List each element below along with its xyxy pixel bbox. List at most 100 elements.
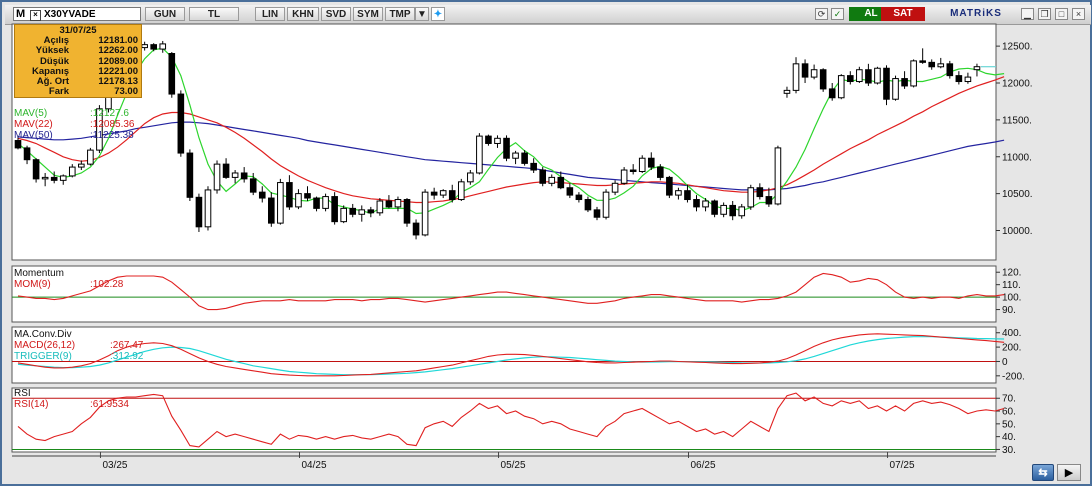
candle-body xyxy=(213,163,221,191)
legend-mom: MOM(9) :102.28 xyxy=(14,279,124,290)
sync-icon[interactable]: ⟳ xyxy=(815,8,828,20)
y-tick-label: 200. xyxy=(1002,343,1021,354)
y-tick-label: 11500. xyxy=(1002,115,1032,126)
legend-rsi: RSI(14) :61.9534 xyxy=(14,399,129,410)
momentum-title: Momentum xyxy=(14,268,65,279)
series-line-macd xyxy=(17,333,1005,377)
candle-body xyxy=(222,163,230,178)
candle-body xyxy=(548,176,556,184)
candle-body xyxy=(340,207,347,223)
candle-body xyxy=(331,196,338,223)
candle-body xyxy=(277,182,284,224)
refresh-button[interactable]: ⇆ xyxy=(1032,464,1054,481)
y-tick-label: 400. xyxy=(1002,328,1021,339)
candle-body xyxy=(412,222,420,236)
y-tick-label: 90. xyxy=(1002,305,1016,316)
series-line-rsi14 xyxy=(17,392,1005,448)
rsi-title: RSI xyxy=(14,388,31,399)
khn-button[interactable]: KHN xyxy=(287,7,319,21)
scroll-right-button[interactable]: ▶ xyxy=(1057,464,1081,481)
y-tick-label: 110. xyxy=(1002,280,1021,291)
candle-body xyxy=(765,196,773,205)
candle-body xyxy=(973,66,981,71)
restore-icon[interactable]: ❐ xyxy=(1038,8,1051,20)
info-row-close: Kapanış 12221.00 xyxy=(32,65,138,77)
candle-body xyxy=(738,206,746,217)
twitter-icon[interactable]: ✦ xyxy=(431,7,445,21)
minimize-icon[interactable]: ▁ xyxy=(1021,8,1034,20)
y-tick-label: 11000. xyxy=(1002,152,1032,163)
candle-body xyxy=(828,88,836,99)
candle-body xyxy=(96,108,103,151)
candle-body xyxy=(394,199,402,208)
series-line-trigger9 xyxy=(17,336,1005,376)
candle-body xyxy=(729,204,736,217)
candle-body xyxy=(611,182,619,193)
candle-body xyxy=(964,76,972,83)
candle-body xyxy=(530,162,537,171)
svd-button[interactable]: SVD xyxy=(321,7,351,21)
sym-button[interactable]: SYM xyxy=(353,7,383,21)
candle-body xyxy=(702,200,709,208)
candle-body xyxy=(557,176,565,189)
x-tick-label: 03/25 xyxy=(102,460,127,471)
candle-body xyxy=(638,157,646,173)
candle-body xyxy=(928,61,936,68)
candle-body xyxy=(240,172,248,180)
candle-body xyxy=(367,209,375,214)
candle-body xyxy=(620,169,628,184)
candle-body xyxy=(258,191,266,199)
candle-body xyxy=(666,176,673,196)
candle-body xyxy=(792,63,800,91)
macd-title: MA.Conv.Div xyxy=(14,329,72,340)
info-row-high: Yüksek 12262.00 xyxy=(35,45,138,57)
linear-button[interactable]: LIN xyxy=(255,7,285,21)
y-tick-label: 50. xyxy=(1002,419,1016,430)
legend-trigger: TRIGGER(9) :312.92 xyxy=(14,351,144,362)
sell-button[interactable]: SAT xyxy=(881,7,925,21)
panel-bg-1 xyxy=(11,265,997,323)
candle-body xyxy=(439,190,447,196)
tmp-button[interactable]: TMP xyxy=(385,7,415,21)
symbol-prefix: M xyxy=(16,8,26,20)
symbol-box[interactable]: M × X30YVADE xyxy=(13,7,141,21)
candle-body xyxy=(349,207,357,215)
y-tick-label: 40. xyxy=(1002,432,1016,443)
candle-body xyxy=(955,75,963,83)
candle-body xyxy=(675,190,682,196)
candle-body xyxy=(476,135,483,174)
candle-body xyxy=(385,200,393,208)
candle-body xyxy=(467,172,474,183)
currency-button[interactable]: TL xyxy=(189,7,239,21)
candle-body xyxy=(141,44,148,49)
candle-body xyxy=(856,69,863,83)
dropdown-arrow-icon[interactable]: ▼ xyxy=(415,7,429,21)
legend-mav22: MAV(22) :12085.36 xyxy=(14,119,135,130)
window-close-icon[interactable]: × xyxy=(1072,8,1085,20)
candle-body xyxy=(14,140,22,149)
candle-body xyxy=(575,194,583,201)
y-tick-label: 0 xyxy=(1002,357,1008,368)
close-icon[interactable]: × xyxy=(30,10,41,21)
candle-body xyxy=(78,163,85,168)
info-date: 31/07/25 xyxy=(59,25,97,36)
candle-body xyxy=(430,191,438,196)
maximize-icon[interactable]: □ xyxy=(1055,8,1068,20)
candle-body xyxy=(231,172,239,178)
period-button[interactable]: GUN xyxy=(145,7,185,21)
candle-body xyxy=(358,209,366,215)
link-icon[interactable]: ✓ xyxy=(831,8,844,20)
y-tick-label: 120. xyxy=(1002,268,1021,279)
candle-body xyxy=(168,53,176,95)
candle-body xyxy=(159,43,167,50)
candle-body xyxy=(503,137,510,159)
candle-body xyxy=(566,187,574,196)
candle-body xyxy=(602,191,610,218)
symbol-name: X30YVADE xyxy=(44,9,96,20)
candle-body xyxy=(313,197,320,209)
legend-mav50: MAV(50) :11225.38 xyxy=(14,130,134,141)
candle-body xyxy=(874,67,881,84)
brand-logo: MATRiKS xyxy=(950,8,1002,19)
candle-body xyxy=(892,78,899,100)
candle-body xyxy=(23,147,31,161)
